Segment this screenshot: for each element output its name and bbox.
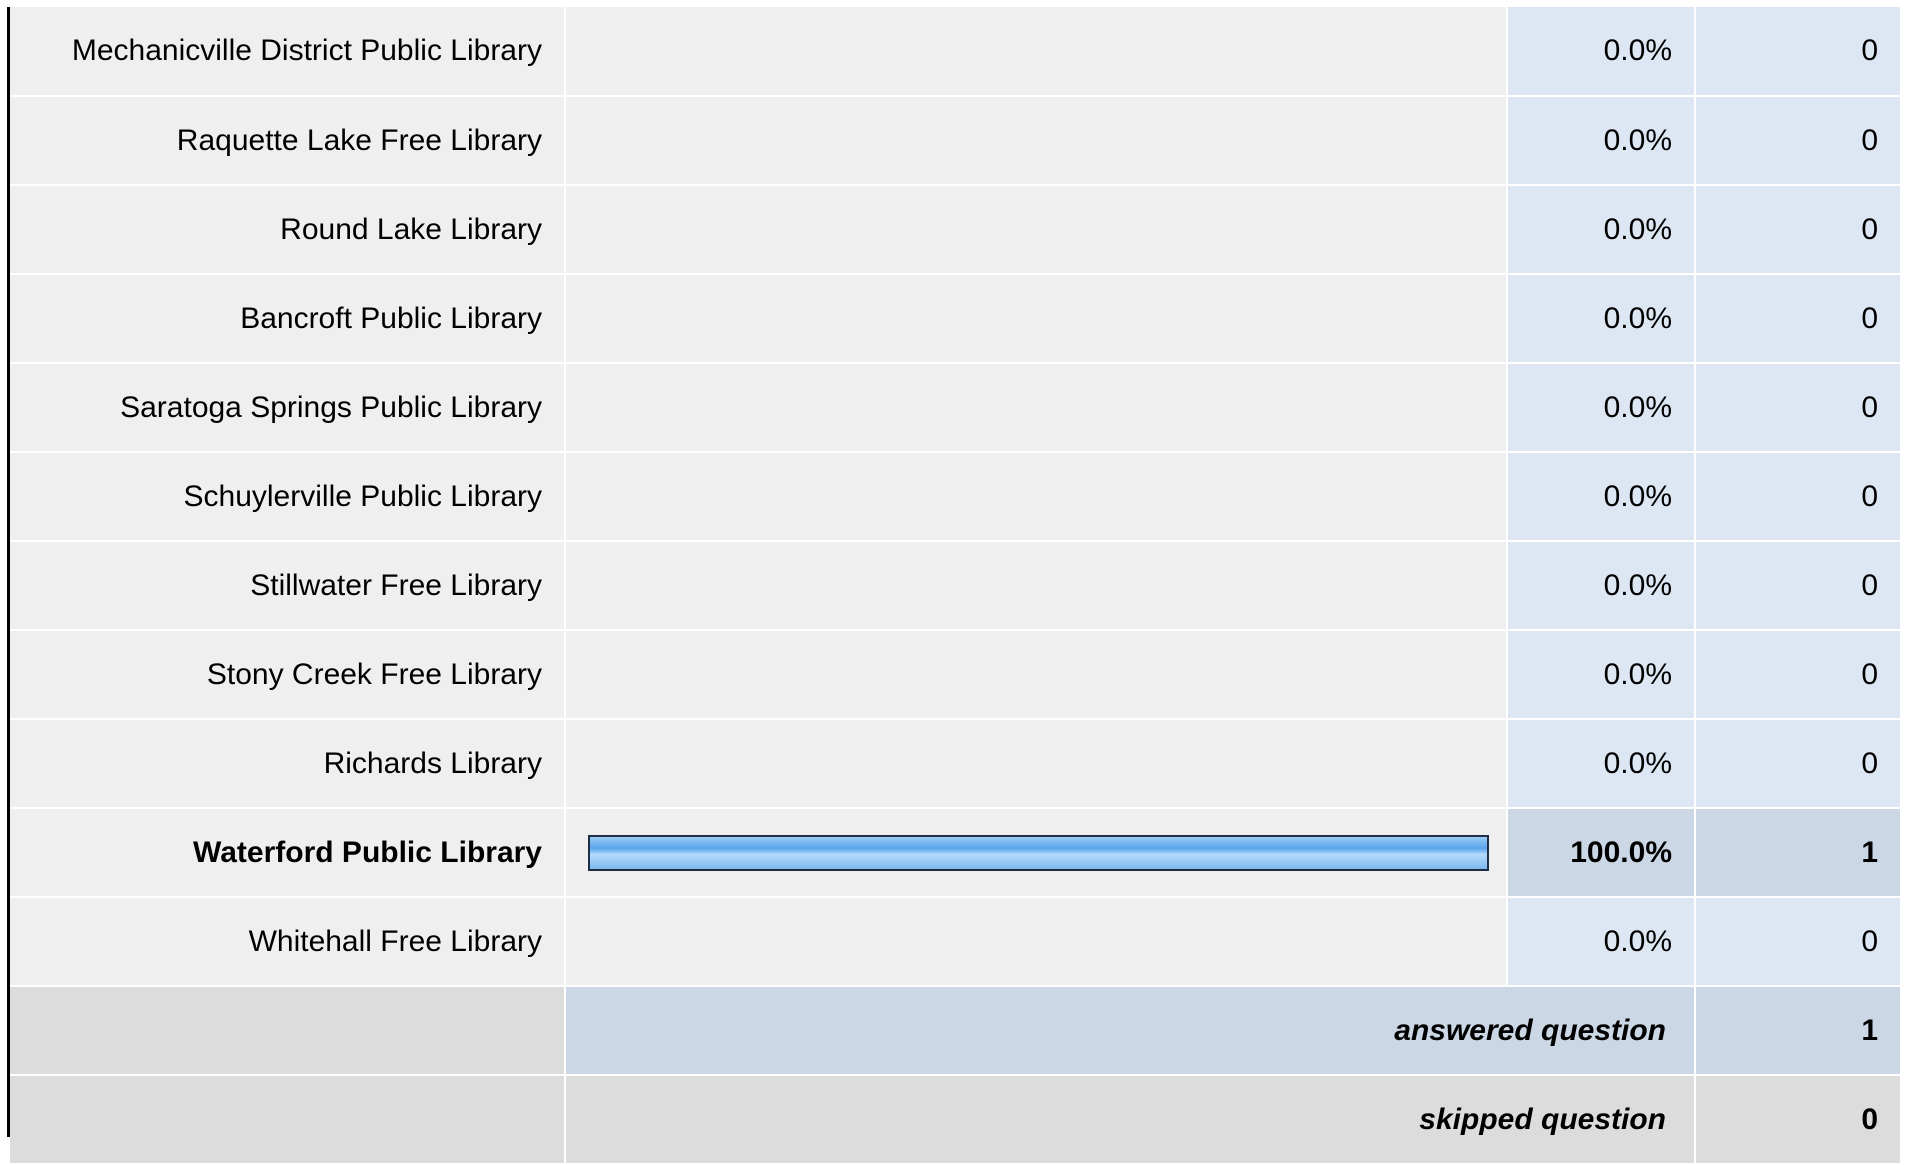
row-label: Stillwater Free Library [10, 541, 566, 631]
bar-cell [565, 363, 1508, 453]
response-percent: 0.0% [1507, 363, 1696, 453]
table-row: Round Lake Library 0.0% 0 [10, 185, 1900, 275]
bar-cell [565, 808, 1508, 898]
table-row: Waterford Public Library 100.0% 1 [10, 808, 1900, 898]
response-percent: 0.0% [1507, 274, 1696, 364]
results-rows: Mechanicville District Public Library 0.0… [10, 7, 1900, 987]
response-percent: 0.0% [1507, 541, 1696, 631]
table-row: Mechanicville District Public Library 0.0… [10, 7, 1900, 97]
response-percent: 0.0% [1507, 96, 1696, 186]
bar-cell [565, 630, 1508, 720]
response-percent: 0.0% [1507, 897, 1696, 987]
bar-cell [565, 719, 1508, 809]
row-label: Raquette Lake Free Library [10, 96, 566, 186]
response-percent: 0.0% [1507, 719, 1696, 809]
bar-cell [565, 96, 1508, 186]
response-count: 0 [1695, 96, 1900, 186]
response-percent: 0.0% [1507, 7, 1696, 97]
response-count: 0 [1695, 452, 1900, 542]
response-count: 0 [1695, 185, 1900, 275]
skipped-row: skipped question 0 [10, 1075, 1900, 1165]
footer-blank-cell [10, 1075, 566, 1165]
response-percent: 100.0% [1507, 808, 1696, 898]
footer-blank-cell [10, 986, 566, 1076]
answered-label: answered question [565, 986, 1696, 1076]
response-count: 0 [1695, 363, 1900, 453]
row-label: Bancroft Public Library [10, 274, 566, 364]
response-count: 0 [1695, 897, 1900, 987]
table-row: Raquette Lake Free Library 0.0% 0 [10, 96, 1900, 186]
survey-results-table: Mechanicville District Public Library 0.0… [10, 7, 1900, 1165]
response-count: 0 [1695, 274, 1900, 364]
row-label: Whitehall Free Library [10, 897, 566, 987]
response-count: 1 [1695, 808, 1900, 898]
table-row: Bancroft Public Library 0.0% 0 [10, 274, 1900, 364]
table-row: Stony Creek Free Library 0.0% 0 [10, 630, 1900, 720]
response-count: 0 [1695, 719, 1900, 809]
bar-cell [565, 274, 1508, 364]
row-label: Saratoga Springs Public Library [10, 363, 566, 453]
table-row: Schuylerville Public Library 0.0% 0 [10, 452, 1900, 542]
survey-results-frame: Mechanicville District Public Library 0.0… [7, 7, 1900, 1165]
bar-cell [565, 897, 1508, 987]
bar-cell [565, 185, 1508, 275]
response-count: 0 [1695, 7, 1900, 97]
row-label: Round Lake Library [10, 185, 566, 275]
table-row: Richards Library 0.0% 0 [10, 719, 1900, 809]
answered-count: 1 [1695, 986, 1900, 1076]
results-footer: answered question 1 skipped question 0 [10, 986, 1900, 1165]
row-label: Waterford Public Library [10, 808, 566, 898]
response-percent: 0.0% [1507, 630, 1696, 720]
row-label: Mechanicville District Public Library [10, 7, 566, 97]
skipped-count: 0 [1695, 1075, 1900, 1165]
table-row: Stillwater Free Library 0.0% 0 [10, 541, 1900, 631]
table-row: Whitehall Free Library 0.0% 0 [10, 897, 1900, 987]
table-row: Saratoga Springs Public Library 0.0% 0 [10, 363, 1900, 453]
response-percent: 0.0% [1507, 185, 1696, 275]
row-label: Schuylerville Public Library [10, 452, 566, 542]
bar-cell [565, 541, 1508, 631]
skipped-label: skipped question [565, 1075, 1696, 1165]
bar-cell [565, 7, 1508, 97]
bar-cell [565, 452, 1508, 542]
response-percent: 0.0% [1507, 452, 1696, 542]
response-bar [588, 834, 1489, 871]
response-count: 0 [1695, 541, 1900, 631]
row-label: Richards Library [10, 719, 566, 809]
response-count: 0 [1695, 630, 1900, 720]
answered-row: answered question 1 [10, 986, 1900, 1076]
row-label: Stony Creek Free Library [10, 630, 566, 720]
